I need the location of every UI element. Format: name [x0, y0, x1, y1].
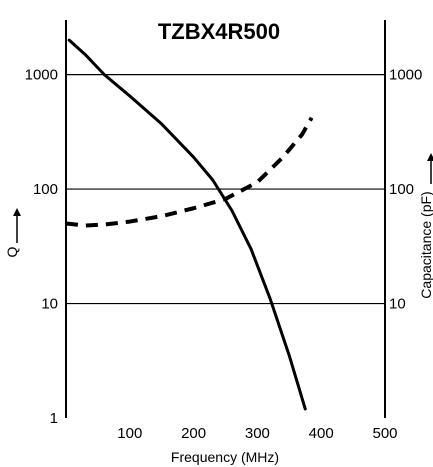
- q-curve: [67, 38, 307, 411]
- x-tick-label: 100: [117, 425, 142, 442]
- left-y-tick-label: 10: [41, 296, 58, 313]
- left-y-tick-label: 1000: [25, 67, 58, 84]
- x-axis-label: Frequency (MHz): [171, 449, 279, 465]
- x-tick-label: 500: [372, 425, 397, 442]
- x-tick-label: 200: [181, 425, 206, 442]
- series-group: [65, 38, 314, 411]
- x-tick-label: 300: [245, 425, 270, 442]
- capacitance-curve: [65, 116, 314, 228]
- axis-ticks: 1000 100 10 1 1000 100 10 100 200 300 400 500: [25, 67, 423, 442]
- left-axis-title: Q: [4, 208, 21, 257]
- x-tick-label: 400: [309, 425, 334, 442]
- chart-title: TZBX4R500: [158, 19, 280, 44]
- right-y-tick-label: 100: [389, 181, 414, 198]
- right-y-tick-label: 1000: [389, 67, 422, 84]
- left-arrow-head: [13, 208, 21, 216]
- right-arrow-head: [427, 153, 433, 161]
- y-axis-right-label: Capacitance (pF): [418, 191, 433, 298]
- grid-lines: [66, 74, 385, 305]
- right-y-tick-label: 10: [389, 296, 406, 313]
- y-axis-left-label: Q: [4, 246, 20, 257]
- left-y-tick-label: 100: [33, 181, 58, 198]
- x-axis-title: Frequency (MHz): [171, 449, 279, 465]
- left-y-tick-label: 1: [50, 410, 58, 427]
- right-axis-title: Capacitance (pF): [418, 153, 433, 299]
